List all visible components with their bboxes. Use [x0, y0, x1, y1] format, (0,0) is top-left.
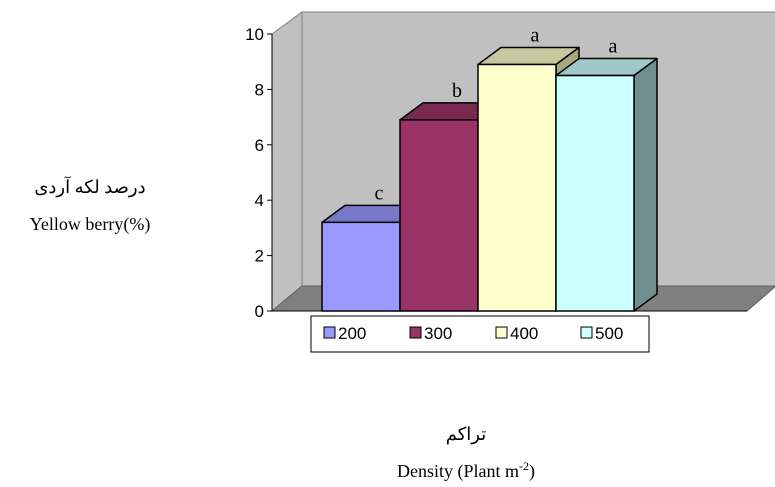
legend-box — [310, 315, 650, 353]
legend-label-200: 200 — [338, 324, 366, 343]
bar-200 — [321, 221, 401, 312]
x-axis-label-suffix: ) — [529, 461, 535, 482]
y-tick-label: 4 — [255, 191, 264, 210]
bar-400 — [477, 63, 557, 312]
x-axis-label-superscript: -2 — [519, 459, 529, 473]
y-axis-ticks: 0 2 4 6 8 10 — [245, 25, 272, 321]
y-axis-label-english: Yellow berry(%) — [30, 214, 151, 235]
legend: 200 300 400 500 — [323, 324, 623, 343]
significance-letters: c b a a — [375, 24, 618, 204]
significance-letter-400: a — [531, 24, 540, 46]
bars — [321, 46, 658, 312]
bar-300 — [399, 119, 479, 312]
significance-letter-200: c — [375, 182, 384, 204]
x-axis-label-persian: تراکم — [446, 424, 487, 445]
significance-letter-500: a — [609, 36, 618, 58]
legend-label-500: 500 — [595, 324, 623, 343]
y-tick-label: 8 — [255, 80, 264, 99]
legend-swatch-300 — [409, 326, 422, 339]
legend-label-400: 400 — [510, 324, 538, 343]
y-axis-label-persian: درصد لکه آردی — [34, 176, 145, 198]
bar-side-500 — [633, 57, 658, 312]
y-tick-label: 6 — [255, 136, 264, 155]
legend-label-300: 300 — [424, 324, 452, 343]
legend-swatch-200 — [323, 326, 336, 339]
y-tick-label: 0 — [255, 302, 264, 321]
x-axis-label-main: Density (Plant m — [397, 461, 519, 482]
legend-swatch-400 — [495, 326, 508, 339]
significance-letter-300: b — [452, 80, 462, 102]
x-axis-label-english: Density (Plant m-2) — [397, 459, 535, 482]
y-tick-label: 10 — [245, 25, 264, 44]
side-wall — [271, 11, 303, 313]
y-tick-label: 2 — [255, 247, 264, 266]
legend-swatch-500 — [580, 326, 593, 339]
bar-500 — [555, 74, 635, 312]
